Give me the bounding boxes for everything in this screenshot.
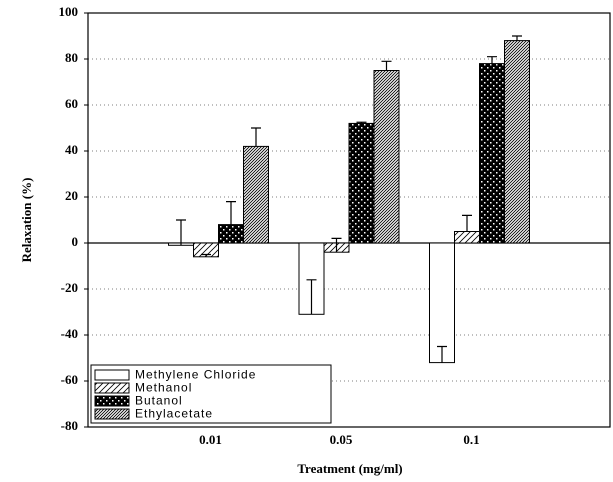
bar [243,145,269,244]
error-bar [356,121,367,124]
y-tick-label: -20 [61,280,78,295]
legend-swatch [94,382,130,394]
bar [373,70,400,244]
bar [429,242,455,364]
legend-label: Ethylacetate [135,407,213,421]
error-bar [176,219,186,246]
x-tick-label: 0.01 [199,432,222,447]
error-bar [331,237,342,253]
x-tick-label: 0.05 [330,432,353,447]
error-bar [512,35,522,41]
plot-frame [87,12,611,428]
y-tick-label: 80 [65,50,78,65]
legend-label: Methanol [135,381,192,395]
bar [504,40,530,244]
legend-box [90,364,332,424]
y-tick-label: 60 [65,96,78,111]
bar [454,231,480,244]
bar [348,122,375,244]
x-tick-label: 0.1 [463,432,479,447]
error-bar [381,60,392,71]
error-bar [437,345,447,363]
y-tick-label: -60 [61,372,78,387]
error-bar [226,201,236,225]
y-tick-label: -40 [61,326,78,341]
bar [479,63,505,244]
legend-swatch [94,369,130,381]
error-bar [462,214,472,232]
y-tick-label: 20 [65,188,78,203]
legend-swatch [94,408,130,420]
legend-swatch [94,395,130,407]
y-tick-label: 100 [59,4,79,19]
legend-label: Methylene Chloride [135,368,256,382]
bar [218,224,244,244]
y-tick-label: 40 [65,142,78,157]
x-axis-label: Treatment (mg/ml) [297,461,402,476]
legend-label: Butanol [135,394,183,408]
error-bar [201,253,211,257]
error-bar [487,56,497,64]
y-tick-label: -80 [61,418,78,433]
legend: Methylene ChlorideMethanolButanolEthylac… [90,364,332,424]
y-tick-label: 0 [72,234,79,249]
error-bar [251,127,261,147]
y-axis-label: Relaxation (%) [19,178,34,263]
error-bar [306,279,317,315]
